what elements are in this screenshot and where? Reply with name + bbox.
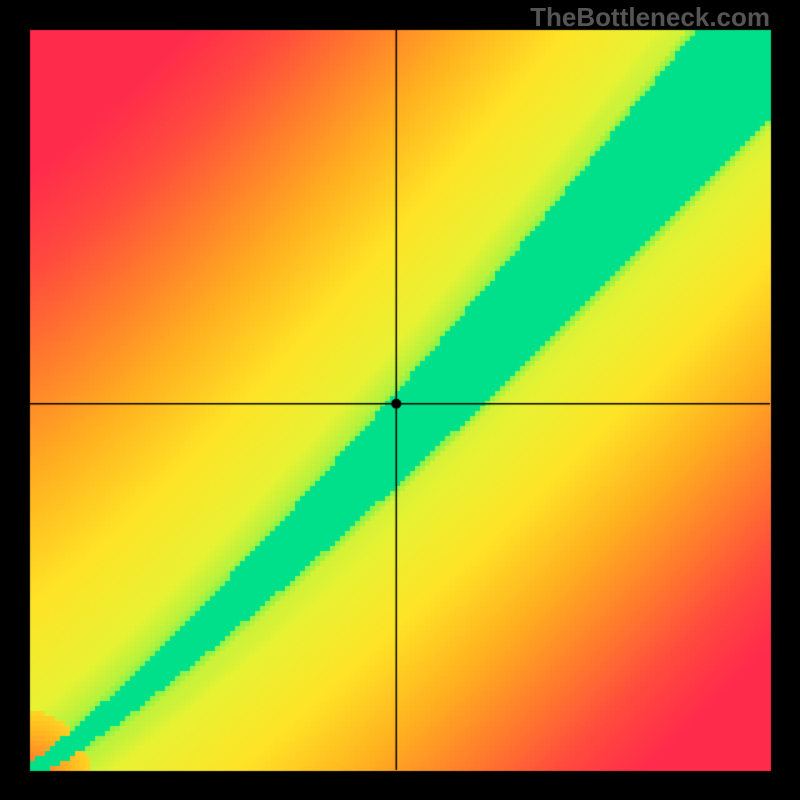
watermark-text: TheBottleneck.com: [530, 2, 770, 33]
chart-container: TheBottleneck.com: [0, 0, 800, 800]
bottleneck-heatmap: [0, 0, 800, 800]
